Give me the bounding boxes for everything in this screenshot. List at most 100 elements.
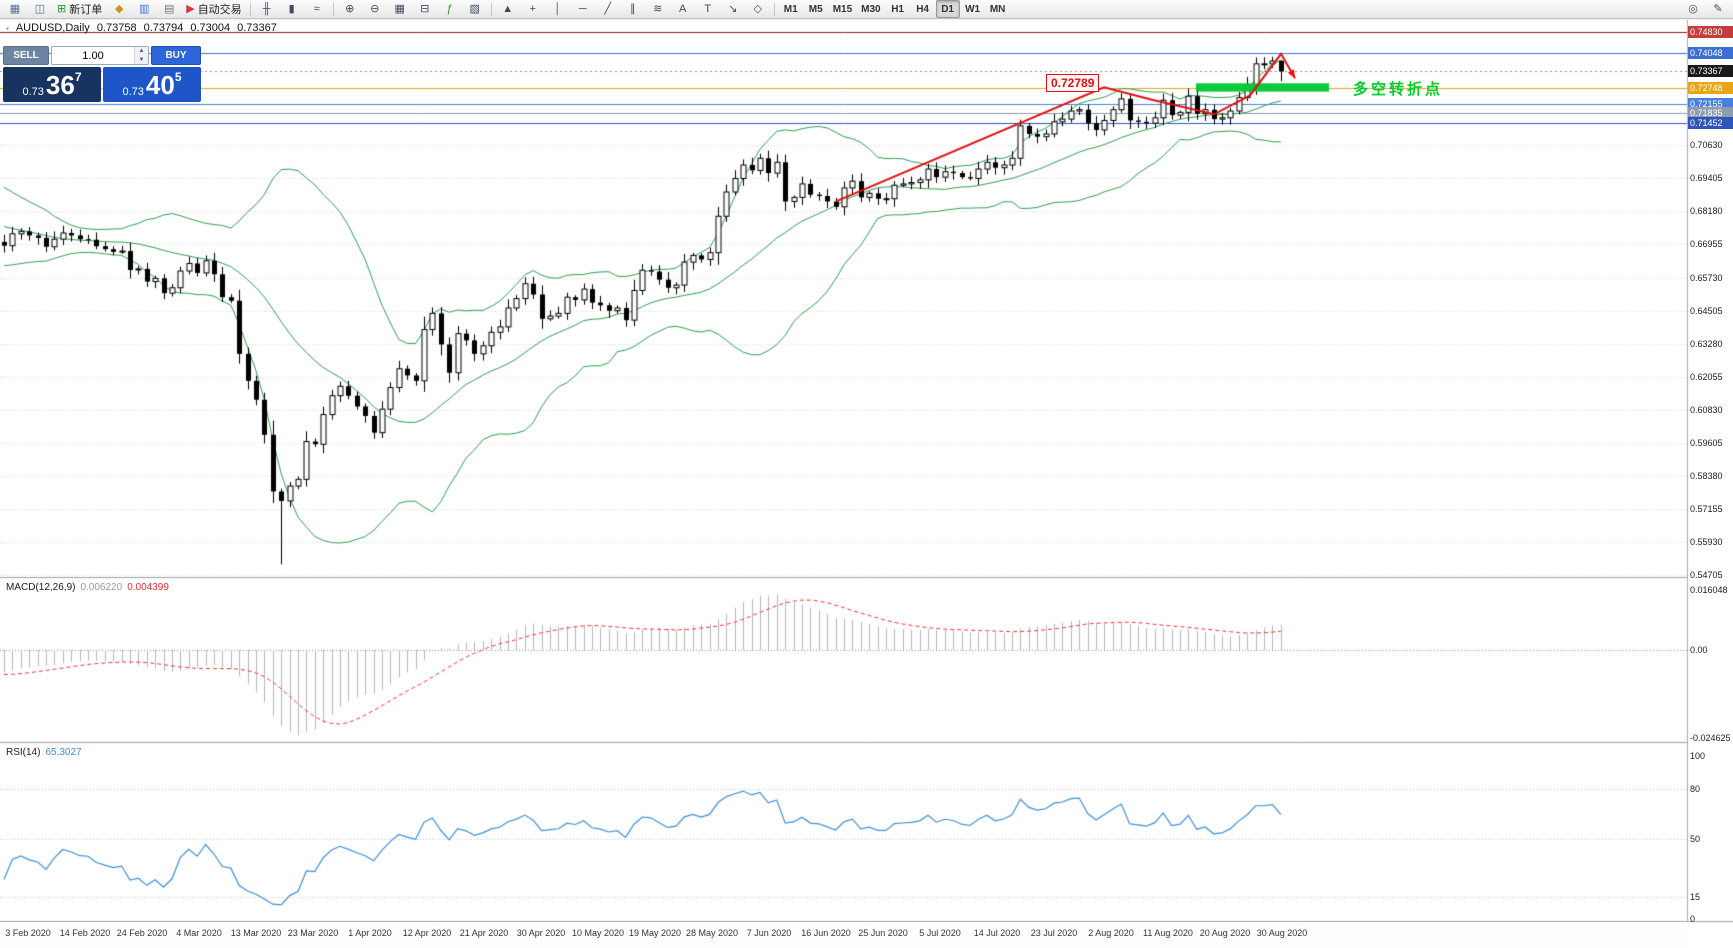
price-axis-tick: 0.70630 (1690, 140, 1723, 150)
date-axis-label: 23 Jul 2020 (1030, 928, 1078, 938)
price-axis-tick: 0.63280 (1690, 339, 1723, 349)
edit-icon: ✎ (1713, 2, 1723, 15)
new-order-button-label: 新订单 (69, 4, 103, 16)
search-icon[interactable]: ◎ (1681, 0, 1705, 18)
trendline-icon[interactable]: ╱ (596, 0, 620, 18)
profiles-icon: ▦ (9, 2, 21, 15)
data-window-icon[interactable]: ▥ (132, 0, 156, 18)
rsi-axis-tick: 100 (1690, 751, 1706, 761)
timeframe-m1-button[interactable]: M1 (783, 3, 798, 15)
date-axis-label: 2 Aug 2020 (1088, 928, 1134, 938)
bid-price-sup: 7 (74, 70, 82, 84)
timeframe-m5-button[interactable]: M5 (808, 3, 823, 15)
bid-price-big: 36 (45, 69, 75, 100)
data-window-icon: ▥ (139, 2, 150, 15)
crosshair-icon[interactable]: + (521, 0, 545, 18)
bar-chart-icon[interactable]: ╫ (255, 0, 279, 18)
price-chart-canvas[interactable] (0, 20, 1733, 948)
fibonacci-icon: ≋ (653, 2, 663, 15)
volume-decrease-button[interactable]: ▼ (135, 55, 148, 64)
candlestick-chart-icon[interactable]: ▮ (280, 0, 304, 18)
price-line-badge: 0.74830 (1688, 26, 1733, 38)
price-axis-tick: 0.69405 (1690, 173, 1723, 183)
timeframe-mn-button[interactable]: MN (989, 3, 1006, 15)
toolbar-separator (773, 2, 775, 16)
volume-control[interactable]: ▲ ▼ (51, 46, 149, 65)
profiles-icon[interactable]: ▦ (3, 0, 27, 18)
timeframe-m30-button[interactable]: M30 (861, 3, 881, 15)
zoom-out-icon: ⊖ (370, 2, 380, 15)
sell-button[interactable]: SELL (3, 46, 49, 65)
price-axis-tick: 0.62055 (1690, 372, 1723, 382)
date-axis-label: 21 Apr 2020 (459, 928, 509, 938)
date-axis-label: 7 Jun 2020 (746, 928, 792, 938)
date-axis-label: 12 Apr 2020 (402, 928, 452, 938)
ask-price-big: 40 (145, 69, 175, 100)
vertical-line-icon[interactable]: │ (546, 0, 570, 18)
volume-increase-button[interactable]: ▲ (135, 47, 148, 56)
timeframe-w1-button[interactable]: W1 (965, 3, 981, 15)
label-icon[interactable]: T (696, 0, 720, 18)
toolbar-right-group: ◎ ✎ (1681, 0, 1730, 18)
vertical-line-icon: │ (554, 2, 562, 15)
arrows-icon[interactable]: ↘ (721, 0, 745, 18)
text-icon[interactable]: A (671, 0, 695, 18)
toolbar-separator (490, 2, 492, 16)
text-icon: A (679, 2, 687, 15)
volume-spinner[interactable]: ▲ ▼ (134, 47, 148, 64)
chart-window[interactable]: ▪ AUDUSD,Daily 0.73758 0.73794 0.73004 0… (0, 20, 1733, 948)
indicators-icon: ƒ (446, 2, 453, 15)
shapes-icon: ◇ (753, 2, 762, 15)
horizontal-line-icon[interactable]: ─ (571, 0, 595, 18)
indicators-icon[interactable]: ƒ (438, 0, 462, 18)
support-zone-label[interactable]: 多空转折点 (1353, 81, 1444, 98)
ask-price-sup: 5 (174, 70, 182, 84)
trendline-price-label[interactable]: 0.72789 (1046, 74, 1100, 92)
arrows-icon: ↘ (728, 2, 738, 15)
buy-button[interactable]: BUY (151, 46, 201, 65)
timeframe-h4-button[interactable]: H4 (916, 3, 929, 15)
date-axis-label: 23 Mar 2020 (287, 928, 339, 938)
navigator-icon: ▤ (164, 2, 175, 15)
sell-price-panel[interactable]: 0.73 36 7 (3, 67, 101, 102)
timeframe-m15-button[interactable]: M15 (832, 3, 853, 15)
zoom-out-icon[interactable]: ⊖ (363, 0, 387, 18)
tile-windows-icon[interactable]: ▦ (388, 0, 412, 18)
date-axis-label: 28 May 2020 (685, 928, 739, 938)
line-chart-icon[interactable]: ≈ (305, 0, 329, 18)
edit-icon[interactable]: ✎ (1706, 0, 1730, 18)
autotrading-button[interactable]: ▶ 自动交易 (182, 0, 245, 18)
price-axis-tick: 0.55930 (1690, 537, 1723, 547)
date-axis-label: 30 Apr 2020 (516, 928, 566, 938)
trendline-icon: ╱ (604, 2, 611, 15)
time-scale[interactable]: 3 Feb 2020 14 Feb 2020 24 Feb 2020 4 Mar 20… (0, 922, 1687, 948)
channel-icon[interactable]: ∥ (621, 0, 645, 18)
price-scale[interactable]: 0.74830 0.74048 0.73367 0.72748 0.72155 0.718… (1688, 20, 1733, 924)
templates-icon: ▧ (469, 2, 480, 15)
new-chart-icon[interactable]: ◫ (28, 0, 52, 18)
volume-input[interactable] (52, 47, 134, 64)
price-axis-tick: 0.66955 (1690, 239, 1723, 249)
search-icon: ◎ (1688, 2, 1698, 15)
horizontal-line-icon: ─ (578, 2, 587, 15)
fibonacci-icon[interactable]: ≋ (646, 0, 670, 18)
price-axis-tick: 0.68180 (1690, 206, 1723, 216)
shapes-icon[interactable]: ◇ (746, 0, 770, 18)
candlestick-chart-icon: ▮ (288, 2, 295, 15)
autotrading-button-label: 自动交易 (197, 4, 242, 16)
rsi-axis-tick: 80 (1690, 784, 1701, 794)
market-watch-icon: ◆ (114, 2, 124, 15)
timeframe-h1-button[interactable]: H1 (891, 3, 904, 15)
auto-arrange-icon[interactable]: ⊟ (413, 0, 437, 18)
timeframe-d1-button[interactable]: D1 (935, 0, 960, 18)
zoom-in-icon[interactable]: ⊕ (338, 0, 362, 18)
label-icon: T (704, 2, 712, 15)
navigator-icon[interactable]: ▤ (157, 0, 181, 18)
line-chart-icon: ≈ (313, 2, 320, 15)
buy-price-panel[interactable]: 0.73 40 5 (103, 67, 201, 102)
date-axis-label: 5 Jul 2020 (919, 928, 961, 938)
templates-icon[interactable]: ▧ (463, 0, 487, 18)
new-order-button[interactable]: ⊞ 新订单 (53, 0, 106, 18)
market-watch-icon[interactable]: ◆ (107, 0, 131, 18)
cursor-icon[interactable]: ▲ (496, 0, 520, 18)
